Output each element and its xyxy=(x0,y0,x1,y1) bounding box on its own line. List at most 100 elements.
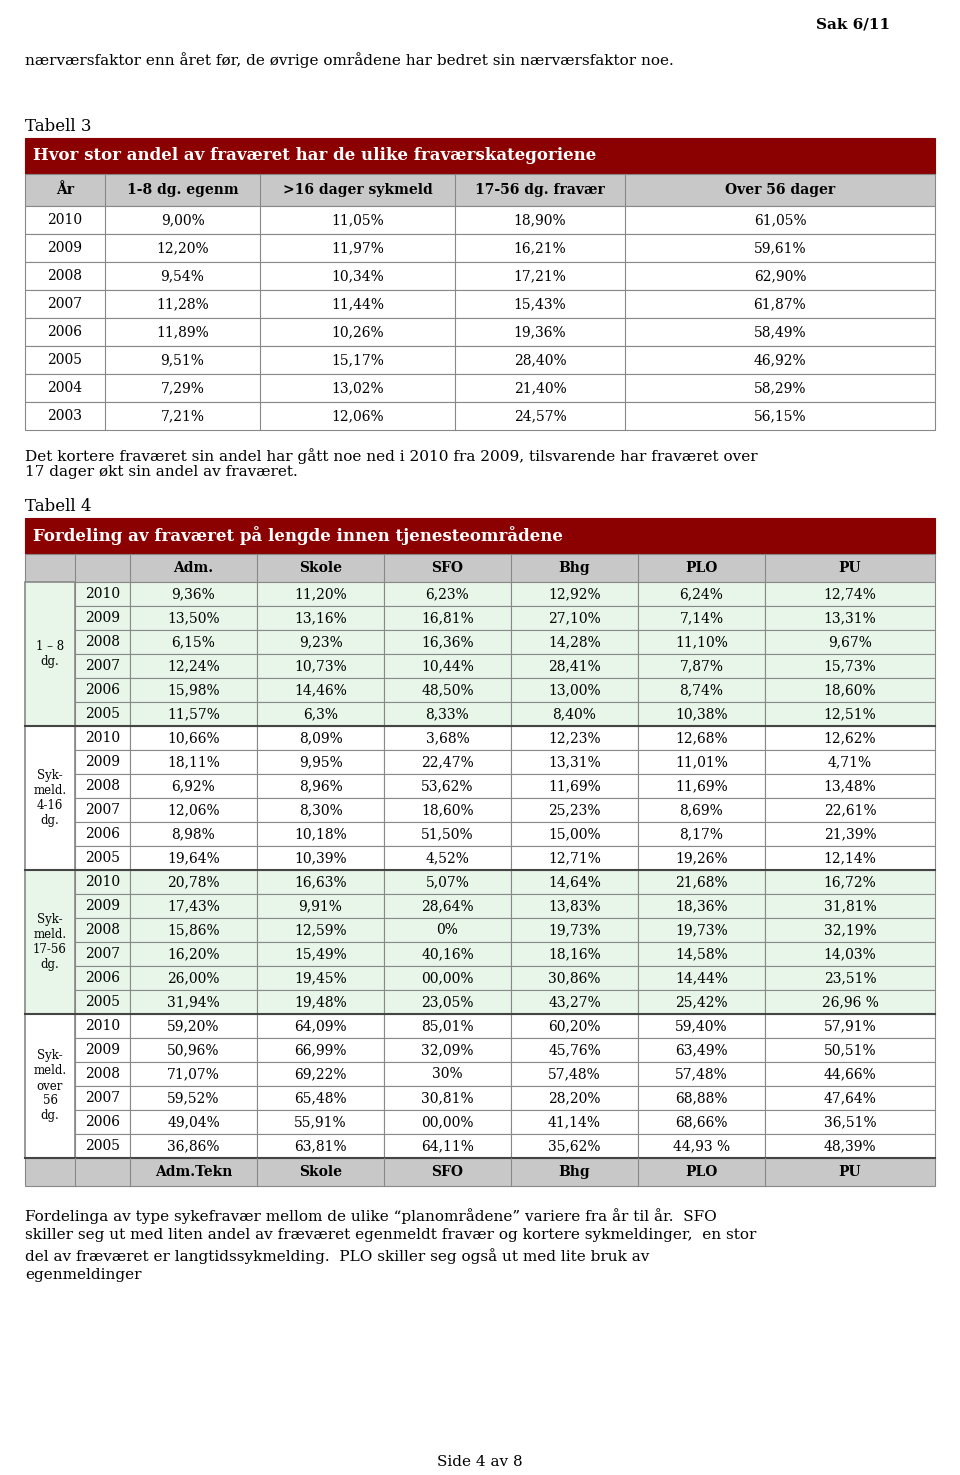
Text: 11,20%: 11,20% xyxy=(294,587,347,600)
Text: 2010: 2010 xyxy=(84,587,120,600)
Bar xyxy=(765,1038,935,1062)
Bar xyxy=(257,1111,384,1134)
Bar xyxy=(257,943,384,966)
Text: 2009: 2009 xyxy=(47,240,83,255)
Text: 16,81%: 16,81% xyxy=(421,611,474,625)
Text: 10,39%: 10,39% xyxy=(294,851,347,864)
Bar xyxy=(638,822,765,847)
Bar xyxy=(257,630,384,653)
Bar xyxy=(130,822,257,847)
Text: 9,51%: 9,51% xyxy=(160,353,204,367)
Text: 8,30%: 8,30% xyxy=(299,802,343,817)
Bar xyxy=(130,702,257,726)
Text: 2006: 2006 xyxy=(85,1115,120,1128)
Text: År: År xyxy=(56,183,74,198)
Text: 2007: 2007 xyxy=(84,659,120,673)
Text: Side 4 av 8: Side 4 av 8 xyxy=(437,1454,523,1469)
Bar xyxy=(257,678,384,702)
Text: 2006: 2006 xyxy=(85,827,120,841)
Bar xyxy=(638,749,765,774)
Text: 12,59%: 12,59% xyxy=(294,923,347,937)
Text: 13,83%: 13,83% xyxy=(548,898,601,913)
Bar xyxy=(511,822,638,847)
Text: 2004: 2004 xyxy=(47,381,83,395)
Text: 15,17%: 15,17% xyxy=(331,353,384,367)
Text: 30,86%: 30,86% xyxy=(548,971,601,985)
Text: 51,50%: 51,50% xyxy=(421,827,474,841)
Text: 13,31%: 13,31% xyxy=(548,755,601,768)
Text: 14,58%: 14,58% xyxy=(675,947,728,962)
Text: 28,41%: 28,41% xyxy=(548,659,601,673)
Bar xyxy=(638,1062,765,1086)
Bar xyxy=(384,1134,511,1158)
Text: Tabell 3: Tabell 3 xyxy=(25,118,91,136)
Bar xyxy=(25,263,935,291)
Bar xyxy=(75,749,130,774)
Bar xyxy=(384,822,511,847)
Bar xyxy=(511,1062,638,1086)
Text: 9,23%: 9,23% xyxy=(299,636,343,649)
Bar xyxy=(511,726,638,749)
Text: Syk-
meld.
17-56
dg.: Syk- meld. 17-56 dg. xyxy=(33,913,67,971)
Text: skiller seg ut med liten andel av fræværet egenmeldt fravær og kortere sykmeldin: skiller seg ut med liten andel av frævær… xyxy=(25,1229,756,1242)
Bar xyxy=(257,774,384,798)
Text: 2008: 2008 xyxy=(85,779,120,794)
Text: 19,73%: 19,73% xyxy=(675,923,728,937)
Text: 9,36%: 9,36% xyxy=(172,587,215,600)
Text: 57,48%: 57,48% xyxy=(675,1066,728,1081)
Text: 17,43%: 17,43% xyxy=(167,898,220,913)
Bar xyxy=(384,583,511,606)
Text: 6,92%: 6,92% xyxy=(172,779,215,794)
Text: 2009: 2009 xyxy=(85,1043,120,1058)
Text: SFO: SFO xyxy=(431,560,464,575)
Text: 55,91%: 55,91% xyxy=(294,1115,347,1128)
Text: 61,05%: 61,05% xyxy=(754,212,806,227)
Text: 2005: 2005 xyxy=(47,353,83,367)
Bar xyxy=(384,870,511,894)
Bar xyxy=(638,678,765,702)
Text: 50,51%: 50,51% xyxy=(824,1043,876,1058)
Bar xyxy=(511,990,638,1013)
Bar xyxy=(765,917,935,943)
Text: 11,57%: 11,57% xyxy=(167,707,220,721)
Bar xyxy=(384,653,511,678)
Text: del av fræværet er langtidssykmelding.  PLO skiller seg også ut med lite bruk av: del av fræværet er langtidssykmelding. P… xyxy=(25,1248,649,1264)
Text: 10,38%: 10,38% xyxy=(675,707,728,721)
Bar xyxy=(384,726,511,749)
Bar xyxy=(384,678,511,702)
Bar xyxy=(257,1086,384,1111)
Bar xyxy=(511,1013,638,1038)
Text: 58,29%: 58,29% xyxy=(754,381,806,395)
Bar xyxy=(765,1134,935,1158)
Bar xyxy=(75,726,130,749)
Bar xyxy=(638,894,765,917)
Text: 12,06%: 12,06% xyxy=(167,802,220,817)
Bar xyxy=(638,630,765,653)
Text: 8,09%: 8,09% xyxy=(299,732,343,745)
Text: 11,89%: 11,89% xyxy=(156,324,209,339)
Bar xyxy=(511,1134,638,1158)
Text: Bhg: Bhg xyxy=(559,1165,590,1179)
Text: 3,68%: 3,68% xyxy=(425,732,469,745)
Text: 14,46%: 14,46% xyxy=(294,683,347,698)
Text: 21,40%: 21,40% xyxy=(514,381,566,395)
Bar xyxy=(511,917,638,943)
Text: 18,90%: 18,90% xyxy=(514,212,566,227)
Text: 8,96%: 8,96% xyxy=(299,779,343,794)
Bar xyxy=(765,847,935,870)
Text: 18,36%: 18,36% xyxy=(675,898,728,913)
Bar xyxy=(765,990,935,1013)
Bar xyxy=(765,774,935,798)
Text: 4,52%: 4,52% xyxy=(425,851,469,864)
Text: 31,81%: 31,81% xyxy=(824,898,876,913)
Bar xyxy=(257,966,384,990)
Bar xyxy=(25,403,935,431)
Text: PLO: PLO xyxy=(685,1165,718,1179)
Bar xyxy=(257,1134,384,1158)
Text: Skole: Skole xyxy=(299,560,342,575)
Bar xyxy=(511,678,638,702)
Bar xyxy=(75,822,130,847)
Text: 9,67%: 9,67% xyxy=(828,636,872,649)
Text: 28,40%: 28,40% xyxy=(514,353,566,367)
Text: 15,43%: 15,43% xyxy=(514,296,566,311)
